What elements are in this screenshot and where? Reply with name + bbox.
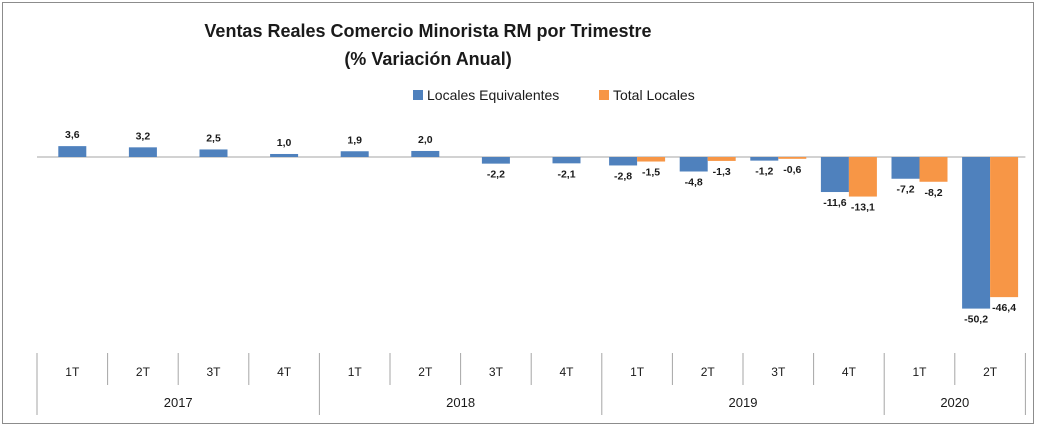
quarter-label: 2T — [983, 365, 998, 379]
quarter-label: 1T — [348, 365, 363, 379]
data-label: -11,6 — [823, 197, 847, 209]
bar-locales-equivalentes — [411, 150, 440, 157]
quarter-label: 4T — [277, 365, 292, 379]
bar-locales-equivalentes — [481, 157, 510, 164]
data-label: 3,6 — [65, 129, 80, 141]
quarter-label: 2T — [418, 365, 433, 379]
bar-locales-equivalentes — [609, 157, 638, 166]
chart-title: Ventas Reales Comercio Minorista RM por … — [204, 21, 651, 41]
quarter-label: 3T — [489, 365, 504, 379]
data-label: 2,0 — [418, 134, 433, 146]
legend-swatch-total-locales — [599, 90, 609, 100]
data-label: -50,2 — [964, 314, 988, 326]
data-label: -7,2 — [896, 184, 914, 196]
data-label: -8,2 — [924, 187, 942, 199]
bar-locales-equivalentes — [128, 147, 157, 157]
legend-label: Total Locales — [613, 87, 695, 103]
category-axis: 1T 2T 3T 4T 1T 2T 3T 4T 1T 2T 3T 4T 1T 2T 2017 2018 2019… — [36, 353, 1026, 415]
bar-total-locales — [707, 157, 736, 161]
year-label: 2019 — [729, 395, 758, 410]
data-label: -13,1 — [851, 202, 875, 214]
quarter-label: 1T — [912, 365, 927, 379]
plot-area: 3,6 3,2 2,5 1,0 1,9 2,0 -2,2 -2,1 -2,8 -1,5 -4,8 -1… — [37, 129, 1026, 326]
legend-label: Locales Equivalentes — [427, 87, 559, 103]
quarter-label: 2T — [701, 365, 716, 379]
legend-swatch-locales-equivalentes — [413, 90, 423, 100]
bar-total-locales — [778, 157, 807, 159]
data-label: 1,0 — [277, 137, 292, 149]
quarter-label: 3T — [206, 365, 221, 379]
data-label: -2,2 — [487, 169, 505, 181]
quarter-label: 4T — [559, 365, 574, 379]
year-label: 2017 — [164, 395, 193, 410]
bar-total-locales — [919, 157, 948, 182]
data-label: 2,5 — [206, 132, 221, 144]
chart-subtitle: (% Variación Anual) — [344, 49, 511, 69]
bar-total-locales — [637, 157, 666, 162]
quarter-label: 1T — [65, 365, 80, 379]
bar-locales-equivalentes — [820, 157, 849, 193]
quarter-label: 1T — [630, 365, 645, 379]
data-label: -4,8 — [685, 176, 703, 188]
bar-locales-equivalentes — [552, 157, 581, 164]
bar-chart: Ventas Reales Comercio Minorista RM por … — [36, 21, 1026, 415]
data-label: 3,2 — [136, 130, 151, 142]
bar-locales-equivalentes — [962, 157, 991, 309]
year-label: 2018 — [446, 395, 475, 410]
bar-locales-equivalentes — [199, 149, 228, 157]
year-label: 2020 — [940, 395, 969, 410]
bar-locales-equivalentes — [340, 151, 369, 157]
bar-locales-equivalentes — [270, 153, 299, 157]
bar-locales-equivalentes — [58, 146, 87, 157]
bar-locales-equivalentes — [679, 157, 708, 172]
data-label: -46,4 — [992, 302, 1016, 314]
bar-total-locales — [848, 157, 877, 197]
bar-total-locales — [990, 157, 1019, 298]
bar-locales-equivalentes — [891, 157, 920, 179]
data-label: -1,5 — [642, 167, 660, 179]
data-label: -2,1 — [557, 168, 575, 180]
data-label: -2,8 — [614, 170, 632, 182]
quarter-label: 2T — [136, 365, 151, 379]
bar-locales-equivalentes — [750, 157, 779, 161]
data-label: -1,2 — [755, 166, 773, 178]
legend: Locales Equivalentes Total Locales — [413, 87, 695, 103]
data-label: -0,6 — [783, 164, 801, 176]
data-label: 1,9 — [347, 134, 362, 146]
quarter-label: 4T — [842, 365, 857, 379]
data-label: -1,3 — [713, 166, 731, 178]
quarter-label: 3T — [771, 365, 786, 379]
